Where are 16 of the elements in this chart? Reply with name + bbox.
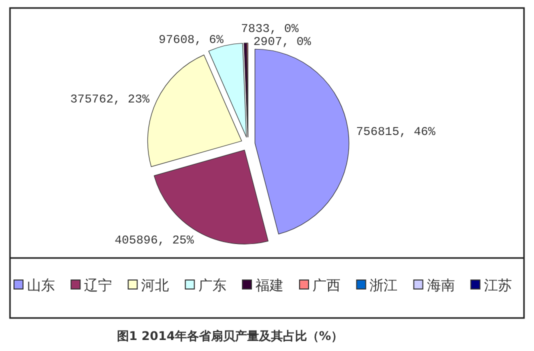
data-label: 756815, 46% [356, 125, 436, 140]
legend-label: 河北 [141, 278, 170, 294]
data-label: 2907, 0% [253, 35, 312, 50]
data-label: 405896, 25% [114, 234, 195, 248]
text: 图1 2014年各省扇贝产量及其占比（%） [117, 329, 343, 343]
legend-label: 山东 [27, 278, 55, 294]
legend-label: 海南 [426, 278, 455, 294]
data-label: 7833, 0% [240, 22, 300, 36]
legend-label: 福建 [255, 278, 284, 294]
legend-label: 辽宁 [84, 278, 112, 294]
legend-label: 江苏 [484, 278, 512, 294]
legend-label: 浙江 [370, 278, 398, 294]
data-label: 375762, 23% [70, 92, 150, 107]
data-label: 97608, 6% [158, 32, 224, 47]
legend-label: 广西 [312, 278, 341, 294]
legend-label: 广东 [198, 278, 226, 294]
